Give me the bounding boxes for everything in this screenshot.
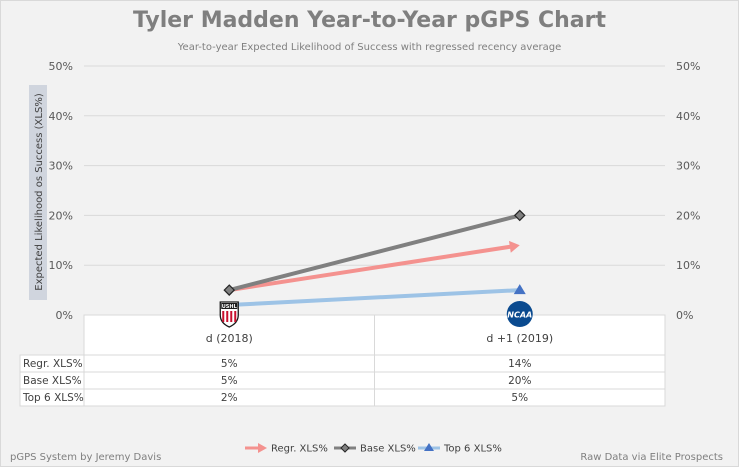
table-value: 14%: [508, 358, 531, 370]
y-tick-label-left: 40%: [49, 110, 73, 123]
table-value: 5%: [221, 375, 238, 387]
table-row-label: Regr. XLS%: [23, 358, 83, 370]
y-axis-label-bg: [29, 85, 47, 300]
point-top6: [513, 284, 526, 295]
ushl-stripe: [226, 311, 229, 322]
footer-credit: pGPS System by Jeremy Davis: [10, 452, 162, 463]
legend-marker-top6: [424, 443, 434, 451]
legend-item: Base XLS%: [334, 443, 416, 455]
y-tick-label-left: 30%: [49, 160, 73, 173]
ncaa-disc: [506, 301, 533, 327]
legend-marker-base: [340, 443, 350, 453]
table-value: 2%: [221, 392, 238, 404]
legend-label: Regr. XLS%: [271, 444, 328, 455]
ushl-band: [221, 303, 238, 309]
legend-label: Base XLS%: [360, 444, 416, 455]
ncaa-logo-text: NCAA: [507, 311, 532, 320]
ushl-logo-text: USHL: [222, 304, 238, 310]
y-tick-label-right: 10%: [676, 259, 700, 272]
y-tick-label-left: 0%: [56, 309, 73, 322]
point-base: [223, 284, 236, 296]
y-tick-label-right: 0%: [676, 309, 693, 322]
series-line-regr: [228, 244, 513, 293]
ushl-logo: USHL: [219, 301, 239, 328]
y-tick-label-right: 40%: [676, 110, 700, 123]
table-row-label: Base XLS%: [23, 375, 82, 387]
footer-source: Raw Data via Elite Prospects: [580, 452, 723, 463]
table-row-label: Top 6 XLS%: [22, 392, 84, 404]
ushl-stripe: [230, 311, 233, 322]
ushl-stripe: [222, 311, 225, 322]
table-value: 20%: [508, 375, 531, 387]
chart-subtitle: Year-to-year Expected Likelihood of Succ…: [177, 42, 562, 53]
series-line-top6: [229, 288, 520, 308]
legend-item: Top 6 XLS%: [418, 443, 502, 455]
table-row: [19, 371, 666, 390]
legend-item: Regr. XLS%: [245, 443, 328, 455]
series-arrowhead-regr: [508, 240, 520, 253]
y-tick-label-left: 20%: [49, 209, 73, 222]
legend-label: Top 6 XLS%: [443, 444, 502, 455]
legend-arrowhead-regr: [258, 443, 267, 453]
table-row: [19, 388, 666, 407]
table-value: 5%: [221, 358, 238, 370]
y-tick-label-left: 50%: [49, 60, 73, 73]
point-base: [513, 209, 526, 222]
table-row: [19, 354, 666, 373]
series-line-base: [228, 213, 521, 293]
ushl-stripe: [234, 311, 237, 322]
category-label: d (2018): [206, 332, 253, 345]
y-axis-label: Expected Likelihood os Success (XLS%): [34, 93, 45, 291]
y-tick-label-right: 30%: [676, 160, 700, 173]
table-value: 5%: [511, 392, 528, 404]
y-tick-label-left: 10%: [49, 259, 73, 272]
chart-title: Tyler Madden Year-to-Year pGPS Chart: [132, 8, 606, 33]
y-tick-label-right: 50%: [676, 60, 700, 73]
ncaa-logo: NCAA: [506, 301, 533, 327]
category-label: d +1 (2019): [486, 332, 553, 345]
y-tick-label-right: 20%: [676, 209, 700, 222]
